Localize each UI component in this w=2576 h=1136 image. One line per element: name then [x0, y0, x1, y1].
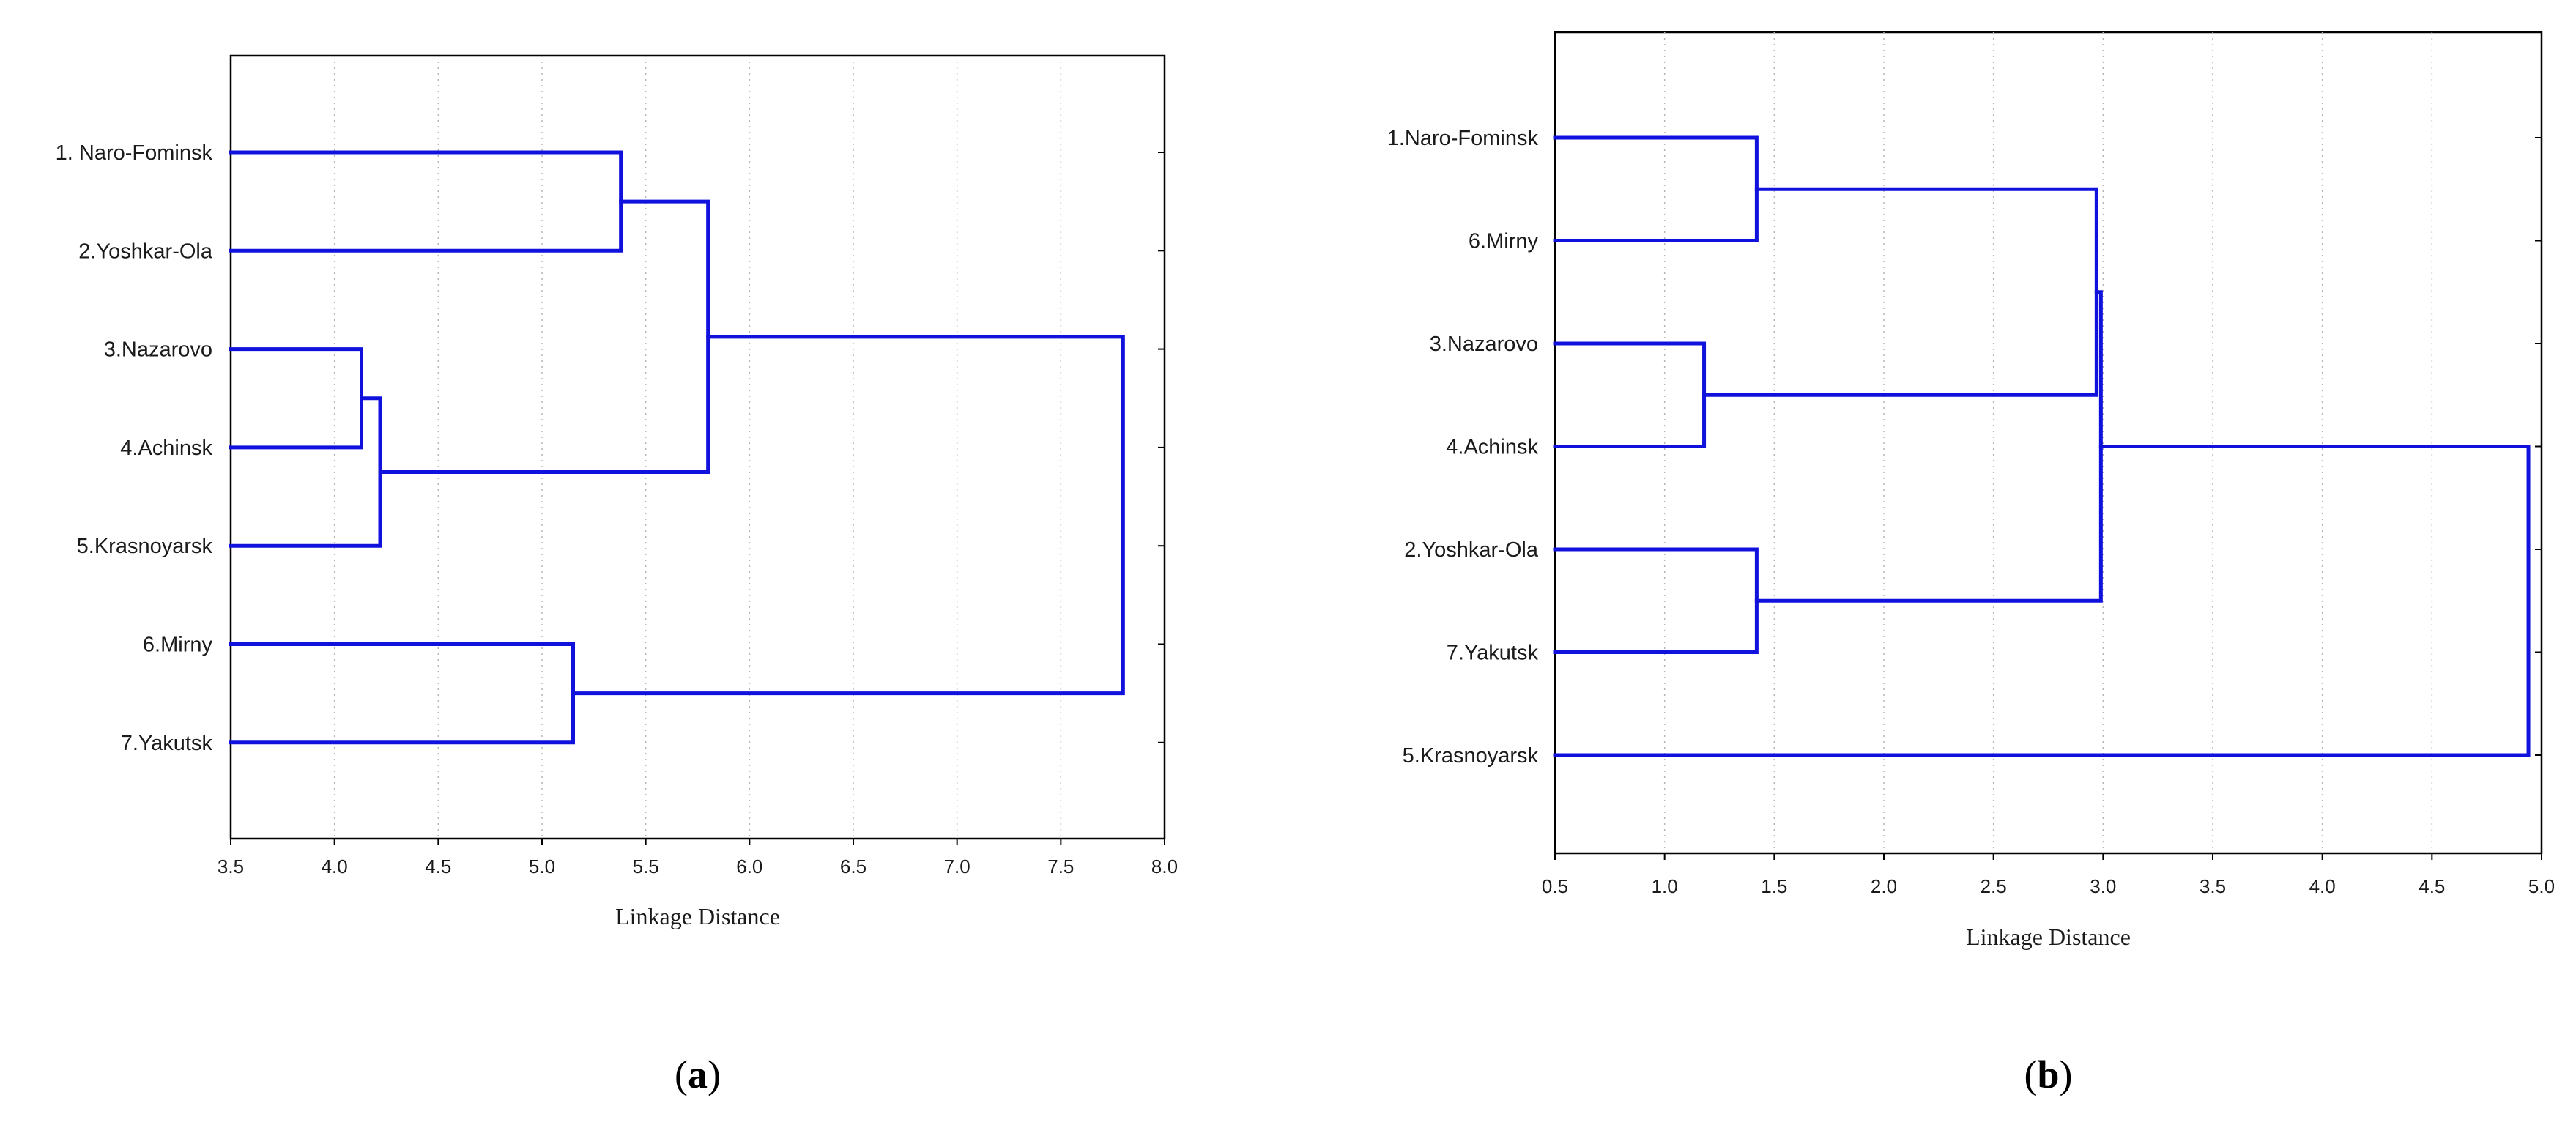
x-axis-title: Linkage Distance — [1966, 924, 2131, 950]
x-tick-label: 8.0 — [1151, 855, 1178, 877]
dendrogram-panel-b: 0.5 1.0 1.5 2.0 2.5 3.0 3.5 4.0 4.5 5.0 1.Naro-Fom… — [1387, 31, 2555, 1096]
leaf-label: 3.Nazarovo — [104, 338, 212, 362]
x-tick-label: 6.5 — [840, 855, 866, 877]
leaf-label: 2.Yoshkar-Ola — [1404, 538, 1539, 562]
leaf-label: 4.Achinsk — [120, 437, 212, 460]
x-tick-label: 4.5 — [425, 855, 451, 877]
x-tick-label: 6.0 — [736, 855, 762, 877]
leaf-label: 7.Yakutsk — [121, 732, 213, 755]
leaf-label: 1.Naro-Fominsk — [1387, 127, 1539, 150]
x-tick-label: 1.5 — [1761, 875, 1787, 897]
panel-label: (b) — [2024, 1053, 2072, 1096]
dendrogram-link — [571, 335, 1125, 696]
leaf-label: 5.Krasnoyarsk — [77, 535, 213, 558]
dendrogram-link — [1553, 445, 2531, 757]
x-tick-label: 7.5 — [1047, 855, 1074, 877]
x-tick-label: 3.5 — [218, 855, 244, 877]
leaf-label: 6.Mirny — [1469, 230, 1539, 253]
x-tick-label: 0.5 — [1542, 875, 1568, 897]
plot-frame — [1554, 31, 2543, 855]
x-tick-label: 1.0 — [1652, 875, 1678, 897]
leaf-label: 3.Nazarovo — [1430, 333, 1538, 356]
leaf-label: 2.Yoshkar-Ola — [78, 240, 213, 263]
leaf-label: 5.Krasnoyarsk — [1403, 744, 1539, 768]
x-axis-title: Linkage Distance — [615, 903, 780, 929]
x-tick-label: 4.0 — [2309, 875, 2336, 897]
x-tick-label: 4.0 — [322, 855, 348, 877]
x-tick-label: 2.5 — [1981, 875, 2007, 897]
x-tick-label: 4.5 — [2419, 875, 2445, 897]
x-tick-label: 5.5 — [633, 855, 659, 877]
leaf-label: 7.Yakutsk — [1447, 642, 1539, 665]
leaf-label: 1. Naro-Fominsk — [56, 141, 213, 165]
x-tick-label: 3.0 — [2090, 875, 2116, 897]
x-tick-label: 5.0 — [529, 855, 555, 877]
leaf-label: 4.Achinsk — [1446, 436, 1538, 459]
x-tick-label: 3.5 — [2200, 875, 2226, 897]
panel-label: (a) — [675, 1053, 721, 1096]
dendrogram-panel-a: 3.5 4.0 4.5 5.0 5.5 6.0 6.5 7.0 7.5 8.0 1. Naro-Fo… — [56, 54, 1178, 1096]
x-tick-label: 7.0 — [944, 855, 970, 877]
x-tick-label: 2.0 — [1871, 875, 1897, 897]
leaf-label: 6.Mirny — [143, 634, 213, 657]
x-tick-label: 5.0 — [2528, 875, 2555, 897]
plot-frame — [229, 54, 1166, 840]
